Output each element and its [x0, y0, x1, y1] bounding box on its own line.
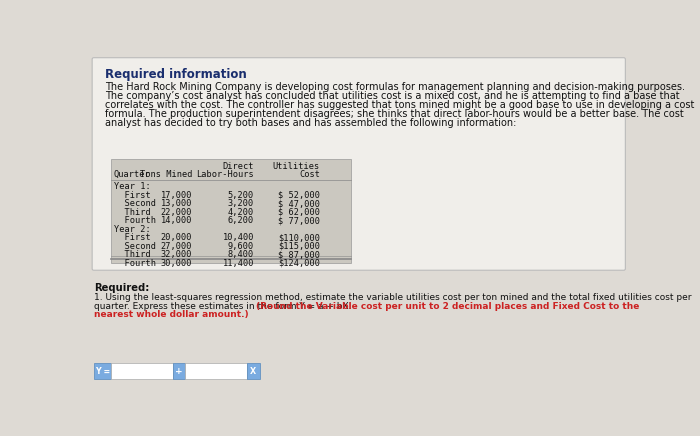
Text: 22,000: 22,000: [160, 208, 192, 217]
Text: Cost: Cost: [299, 170, 320, 179]
Text: 17,000: 17,000: [160, 191, 192, 200]
Bar: [173, 363, 185, 379]
Text: $124,000: $124,000: [278, 259, 320, 268]
Text: X: X: [251, 367, 256, 375]
Text: $110,000: $110,000: [278, 233, 320, 242]
Text: +: +: [175, 367, 183, 375]
Text: formula. The production superintendent disagrees; she thinks that direct labor-h: formula. The production superintendent d…: [104, 109, 683, 119]
Text: Fourth: Fourth: [114, 259, 156, 268]
Text: Year 2:: Year 2:: [114, 225, 150, 234]
Text: Third: Third: [114, 208, 150, 217]
Text: 13,000: 13,000: [160, 199, 192, 208]
Text: quarter. Express these estimates in the form Y = a + bX.: quarter. Express these estimates in the …: [94, 302, 354, 311]
Text: The company’s cost analyst has concluded that utilities cost is a mixed cost, an: The company’s cost analyst has concluded…: [104, 91, 679, 101]
Text: 9,600: 9,600: [228, 242, 254, 251]
Bar: [111, 159, 351, 262]
Text: 14,000: 14,000: [160, 216, 192, 225]
Text: Direct: Direct: [223, 162, 254, 170]
Text: 3,200: 3,200: [228, 199, 254, 208]
Bar: [94, 363, 111, 379]
FancyBboxPatch shape: [92, 58, 625, 270]
Text: 4,200: 4,200: [228, 208, 254, 217]
Text: 5,200: 5,200: [228, 191, 254, 200]
Text: 10,400: 10,400: [223, 233, 254, 242]
Text: Second: Second: [114, 199, 156, 208]
Text: Quarter: Quarter: [114, 170, 150, 179]
Text: Utilities: Utilities: [273, 162, 320, 170]
Text: (Round the Variable cost per unit to 2 decimal places and Fixed Cost to the: (Round the Variable cost per unit to 2 d…: [256, 302, 640, 311]
Bar: [247, 363, 260, 379]
Text: Third: Third: [114, 250, 150, 259]
Text: 6,200: 6,200: [228, 216, 254, 225]
Text: 11,400: 11,400: [223, 259, 254, 268]
Text: Required:: Required:: [94, 283, 149, 293]
Text: $ 77,000: $ 77,000: [278, 216, 320, 225]
Text: Year 1:: Year 1:: [114, 182, 150, 191]
Text: 8,400: 8,400: [228, 250, 254, 259]
Text: nearest whole dollar amount.): nearest whole dollar amount.): [94, 310, 248, 319]
Text: $ 62,000: $ 62,000: [278, 208, 320, 217]
Text: $ 52,000: $ 52,000: [278, 191, 320, 200]
Text: Fourth: Fourth: [114, 216, 156, 225]
Text: First: First: [114, 191, 150, 200]
Text: First: First: [114, 233, 150, 242]
Text: 27,000: 27,000: [160, 242, 192, 251]
Text: Required information: Required information: [104, 68, 246, 82]
Text: 1. Using the least-squares regression method, estimate the variable utilities co: 1. Using the least-squares regression me…: [94, 293, 691, 302]
Text: Tons Mined: Tons Mined: [139, 170, 192, 179]
Text: Second: Second: [114, 242, 156, 251]
Text: Labor-Hours: Labor-Hours: [197, 170, 254, 179]
Text: correlates with the cost. The controller has suggested that tons mined might be : correlates with the cost. The controller…: [104, 100, 694, 110]
Text: 30,000: 30,000: [160, 259, 192, 268]
Text: analyst has decided to try both bases and has assembled the following informatio: analyst has decided to try both bases an…: [104, 118, 516, 128]
Text: $115,000: $115,000: [278, 242, 320, 251]
Text: The Hard Rock Mining Company is developing cost formulas for management planning: The Hard Rock Mining Company is developi…: [104, 82, 685, 92]
Text: 32,000: 32,000: [160, 250, 192, 259]
Text: $ 87,000: $ 87,000: [278, 250, 320, 259]
Bar: [111, 363, 173, 379]
Text: 20,000: 20,000: [160, 233, 192, 242]
Text: $ 47,000: $ 47,000: [278, 199, 320, 208]
Bar: [185, 363, 247, 379]
Text: Y =: Y =: [94, 367, 110, 375]
